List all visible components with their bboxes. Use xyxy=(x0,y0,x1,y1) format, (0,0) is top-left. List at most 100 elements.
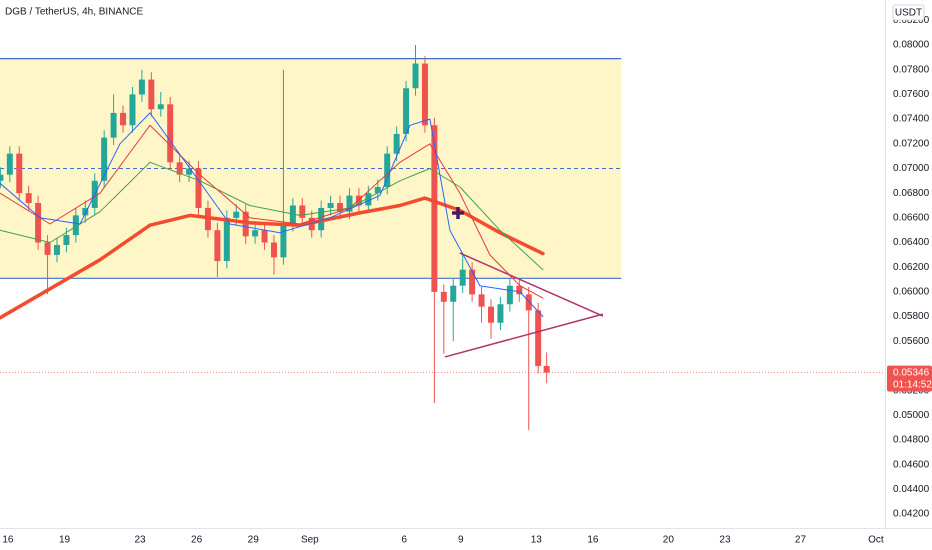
moving-average xyxy=(0,124,544,299)
y-tick-label: 0.08000 xyxy=(893,40,930,51)
candle-body xyxy=(176,162,183,175)
moving-average xyxy=(0,196,545,320)
candle-body xyxy=(289,205,296,225)
y-tick-label: 0.04400 xyxy=(893,484,930,495)
y-tick-label: 0.07400 xyxy=(893,114,930,125)
candle-body xyxy=(299,205,306,218)
candle-body xyxy=(374,186,381,194)
candle-body xyxy=(280,224,287,258)
last-price-label: 0.05346 xyxy=(893,367,930,378)
candle-body xyxy=(233,211,240,218)
candle-body xyxy=(346,195,353,212)
x-tick-label: 26 xyxy=(191,535,203,546)
y-tick-label: 0.06200 xyxy=(893,262,930,273)
y-tick-label: 0.06000 xyxy=(893,287,930,298)
candle-body xyxy=(120,112,127,126)
x-tick-label: 16 xyxy=(2,535,14,546)
y-tick-label: 0.07600 xyxy=(893,89,930,100)
countdown-label: 01:14:52 xyxy=(893,379,932,390)
cross-marker xyxy=(451,207,464,220)
candle-body xyxy=(138,79,145,95)
candle-body xyxy=(384,153,391,187)
candle-body xyxy=(327,203,334,208)
candle-body xyxy=(101,137,108,181)
candle-body xyxy=(469,269,476,295)
moving-average xyxy=(0,161,544,271)
x-tick-label: 9 xyxy=(458,535,464,546)
x-tick-label: 29 xyxy=(248,535,260,546)
last-price-tag xyxy=(887,365,932,392)
candle-body xyxy=(450,285,457,302)
y-tick-label: 0.05800 xyxy=(893,311,930,322)
plot-area xyxy=(0,45,885,431)
x-tick-label: 23 xyxy=(134,535,146,546)
candle-body xyxy=(337,203,344,212)
y-tick-label: 0.04600 xyxy=(893,459,930,470)
x-tick-label: 19 xyxy=(59,535,71,546)
x-tick-label: 23 xyxy=(719,535,731,546)
y-tick-label: 0.08200 xyxy=(893,15,930,26)
y-tick-label: 0.05600 xyxy=(893,336,930,347)
candle-body xyxy=(431,125,438,292)
y-tick-label: 0.07000 xyxy=(893,163,930,174)
candle-body xyxy=(223,217,230,262)
y-tick-label: 0.07800 xyxy=(893,64,930,75)
y-tick-label: 0.07200 xyxy=(893,138,930,149)
candle-body xyxy=(16,153,23,194)
candle-body xyxy=(365,193,372,206)
chart-title: DGB / TetherUS, 4h, BINANCE xyxy=(5,7,144,18)
candle-body xyxy=(355,195,362,206)
x-tick-label: Oct xyxy=(868,535,884,546)
candle-body xyxy=(44,242,51,255)
candle-body xyxy=(459,269,466,286)
candle-body xyxy=(186,168,193,175)
moving-average xyxy=(0,112,544,318)
candle-body xyxy=(403,88,410,134)
y-tick-label: 0.04200 xyxy=(893,509,930,520)
candle-body xyxy=(421,63,428,126)
y-tick-label: 0.06600 xyxy=(893,212,930,223)
candle-body xyxy=(25,193,32,204)
candle-body xyxy=(82,207,89,216)
y-tick-label: 0.06400 xyxy=(893,237,930,248)
y-tick-label: 0.05000 xyxy=(893,410,930,421)
candle-body xyxy=(478,294,485,307)
candle-body xyxy=(63,235,70,245)
x-tick-label: 6 xyxy=(401,535,407,546)
candle-body xyxy=(525,294,532,311)
candle-body xyxy=(214,230,221,262)
x-tick-label: 13 xyxy=(531,535,543,546)
candle-body xyxy=(35,203,42,243)
candle-body xyxy=(393,133,400,154)
candle-body xyxy=(543,365,550,373)
x-tick-label: 20 xyxy=(663,535,675,546)
trendline xyxy=(459,252,604,317)
y-tick-label: 0.06800 xyxy=(893,188,930,199)
y-tick-label: 0.04800 xyxy=(893,435,930,446)
currency-box xyxy=(892,4,925,21)
candle-body xyxy=(497,304,504,323)
candle-body xyxy=(129,94,136,126)
candle-body xyxy=(195,168,202,208)
candle-body xyxy=(506,285,513,305)
currency-label: USDT xyxy=(895,8,922,19)
candle-body xyxy=(535,310,542,366)
candle-body xyxy=(53,244,60,255)
candle-body xyxy=(487,306,494,323)
x-tick-label: 27 xyxy=(795,535,807,546)
x-tick-label: Sep xyxy=(301,535,319,546)
candle-body xyxy=(157,104,164,110)
candle-body xyxy=(412,63,419,89)
candle-body xyxy=(440,291,447,302)
candle-body xyxy=(261,230,268,243)
candle-body xyxy=(0,174,4,181)
candle-body xyxy=(516,285,523,295)
candle-body xyxy=(252,230,259,237)
candle-body xyxy=(148,79,155,110)
trendline xyxy=(444,313,604,358)
candle-body xyxy=(6,153,13,175)
x-tick-label: 16 xyxy=(587,535,599,546)
candle-body xyxy=(270,242,277,258)
candle-body xyxy=(110,112,117,138)
